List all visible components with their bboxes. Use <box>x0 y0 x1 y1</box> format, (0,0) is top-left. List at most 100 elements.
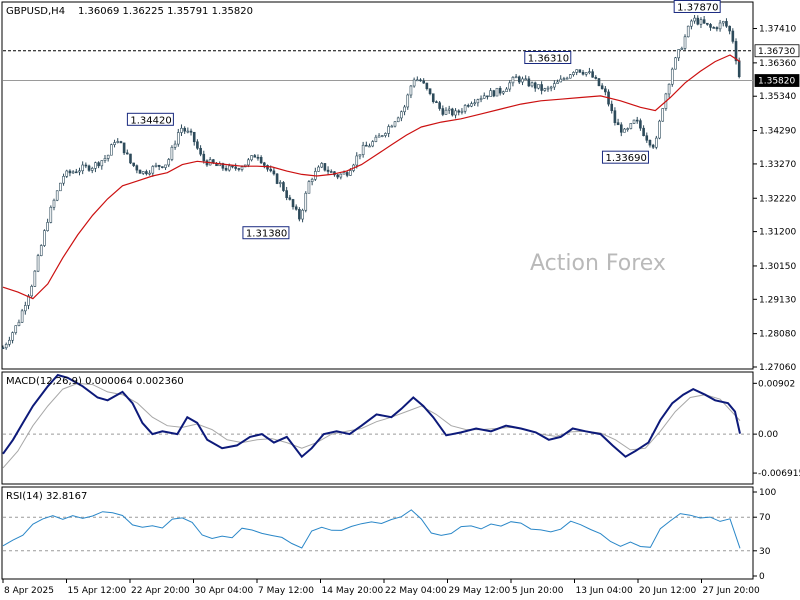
candle-body <box>4 344 8 349</box>
level-tag-label: 1.36730 <box>758 47 795 57</box>
rsi-panel-frame <box>1 486 754 580</box>
candle-body <box>224 167 228 171</box>
candle-body <box>94 162 97 169</box>
candle-body <box>467 105 470 107</box>
candle-body <box>623 128 626 133</box>
candle-body <box>725 21 728 27</box>
candle-body <box>495 87 499 97</box>
candle-body <box>677 49 680 59</box>
candle-body <box>476 99 480 104</box>
candle-body <box>78 170 81 173</box>
candle-body <box>141 171 145 174</box>
candle-body <box>342 172 346 175</box>
candle-body <box>486 95 489 98</box>
candle-body <box>600 85 604 90</box>
macd-layer <box>2 373 753 469</box>
candle-body <box>173 143 177 148</box>
candle-body <box>642 127 645 137</box>
candle-body <box>626 128 629 130</box>
candle-body <box>374 136 378 142</box>
candle-body <box>384 133 387 136</box>
candle-body <box>294 206 298 210</box>
candle-body <box>578 69 582 73</box>
y-tick-label: 1.34290 <box>759 127 796 137</box>
candle-body <box>336 174 339 178</box>
candle-body <box>75 171 78 174</box>
candle-body <box>454 110 457 116</box>
rsi-line <box>2 509 741 549</box>
candle-body <box>317 166 320 172</box>
candle-body <box>514 76 518 79</box>
candle-body <box>170 146 174 160</box>
candle-body <box>597 78 601 87</box>
candle-body <box>196 141 199 149</box>
candle-body <box>581 71 585 75</box>
candle-body <box>259 157 263 164</box>
rsi-tick-label: 0 <box>759 572 765 582</box>
ohlc-label: 1.36069 1.36225 1.35791 1.35820 <box>78 6 253 17</box>
candle-body <box>400 111 403 119</box>
candle-body <box>263 162 266 166</box>
candle-body <box>62 175 65 184</box>
swing-label-box <box>524 51 572 64</box>
candle-body <box>298 209 301 220</box>
candle-body <box>591 71 594 78</box>
candle-body <box>731 30 735 42</box>
candle-body <box>441 108 445 115</box>
candle-body <box>428 88 432 95</box>
y-tick-label: 1.37410 <box>759 25 796 35</box>
candle-body <box>575 69 578 73</box>
candle-body <box>113 142 116 145</box>
x-tick-label: 29 May 12:00 <box>449 586 511 596</box>
candle-body <box>473 102 476 105</box>
candle-body <box>629 123 633 129</box>
candle-body <box>285 190 288 198</box>
candle-body <box>632 119 636 124</box>
candle-body <box>524 78 527 81</box>
axis-layer: 1.37410 1.36360 1.35340 1.34290 1.33270 1.322… <box>2 25 800 596</box>
candle-body <box>221 163 225 169</box>
candle-body <box>272 170 276 175</box>
candle-body <box>667 83 671 95</box>
candle-body <box>65 170 69 177</box>
candle-body <box>135 165 139 171</box>
candle-body <box>635 119 639 122</box>
y-tick-label: 1.32220 <box>759 194 796 204</box>
candle-body <box>562 78 566 80</box>
candle-body <box>329 171 333 173</box>
macd-panel-frame <box>1 371 754 485</box>
x-tick-label: 15 Apr 12:00 <box>68 586 127 596</box>
candle-body <box>498 87 502 94</box>
x-tick-label: 20 Jun 12:00 <box>639 586 696 596</box>
candle-body <box>546 87 550 90</box>
candle-body <box>674 57 677 70</box>
candle-body <box>240 166 244 170</box>
candle-body <box>709 24 712 28</box>
candle-body <box>661 108 665 122</box>
candle-body <box>189 130 193 133</box>
candle-body <box>451 108 454 116</box>
candle-body <box>549 86 553 89</box>
candle-body <box>680 48 684 50</box>
candle-body <box>49 206 53 223</box>
candle-body <box>492 90 496 97</box>
main-panel-frame <box>1 1 754 370</box>
candle-body <box>358 154 362 157</box>
candle-body <box>320 163 324 168</box>
x-tick-label: 7 May 12:00 <box>258 586 314 596</box>
candle-body <box>167 159 171 166</box>
candle-body <box>540 84 543 91</box>
y-tick-label: 1.35340 <box>759 92 796 102</box>
candle-body <box>737 60 741 78</box>
candle-body <box>227 165 231 171</box>
candle-body <box>482 95 486 99</box>
candle-body <box>530 82 534 87</box>
candle-body <box>537 84 540 89</box>
rsi-layer <box>2 509 753 552</box>
candle-body <box>307 181 311 194</box>
candle-body <box>712 27 716 29</box>
macd-label: MACD(12,26,9) 0.000064 0.002360 <box>6 376 184 387</box>
rsi-label: RSI(14) 32.8167 <box>6 491 87 502</box>
candle-body <box>192 131 196 143</box>
